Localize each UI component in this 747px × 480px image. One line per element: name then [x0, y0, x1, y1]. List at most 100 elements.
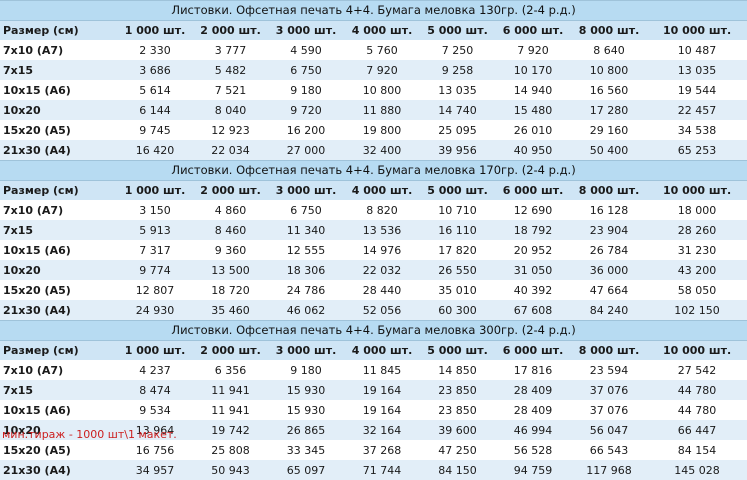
- price-cell: 15 930: [268, 380, 344, 400]
- table-row: 10x15 (А6) 7 317 9 360 12 555 14 976 17 820 20…: [0, 240, 747, 260]
- price-cell: 15 480: [495, 100, 571, 120]
- price-cell: 5 913: [117, 220, 193, 240]
- price-cell: 47 250: [420, 440, 495, 460]
- price-cell: 28 409: [495, 380, 571, 400]
- price-cell: 17 280: [571, 100, 647, 120]
- size-column-header: Размер (см): [0, 20, 117, 40]
- price-cell: 40 950: [495, 140, 571, 161]
- price-cell: 28 440: [344, 280, 420, 300]
- price-cell: 44 780: [647, 380, 747, 400]
- price-cell: 27 000: [268, 140, 344, 161]
- table-row: 10x20 13 964 19 742 26 865 32 164 39 600 46 99…: [0, 420, 747, 440]
- quantity-column-header: 5 000 шт.: [420, 180, 495, 200]
- quantity-column-header: 10 000 шт.: [647, 340, 747, 360]
- price-cell: 84 150: [420, 460, 495, 480]
- price-cell: 18 000: [647, 200, 747, 220]
- price-cell: 29 160: [571, 120, 647, 140]
- price-cell: 4 860: [193, 200, 268, 220]
- price-cell: 18 306: [268, 260, 344, 280]
- size-cell: 7x10 (А7): [0, 200, 117, 220]
- quantity-column-header: 2 000 шт.: [193, 20, 268, 40]
- price-cell: 34 538: [647, 120, 747, 140]
- quantity-column-header: 4 000 шт.: [344, 180, 420, 200]
- price-cell: 6 750: [268, 200, 344, 220]
- price-cell: 12 807: [117, 280, 193, 300]
- price-cell: 44 780: [647, 400, 747, 420]
- price-cell: 13 500: [193, 260, 268, 280]
- section-title-row: Листовки. Офсетная печать 4+4. Бумага ме…: [0, 320, 747, 341]
- price-cell: 9 774: [117, 260, 193, 280]
- quantity-column-header: 5 000 шт.: [420, 340, 495, 360]
- section-title: Листовки. Офсетная печать 4+4. Бумага ме…: [0, 320, 747, 341]
- table-row: 10x20 6 144 8 040 9 720 11 880 14 740 15 480 17…: [0, 100, 747, 120]
- price-cell: 6 356: [193, 360, 268, 380]
- size-cell: 21x30 (А4): [0, 460, 117, 480]
- price-cell: 145 028: [647, 460, 747, 480]
- quantity-column-header: 8 000 шт.: [571, 20, 647, 40]
- price-cell: 7 521: [193, 80, 268, 100]
- price-cell: 35 460: [193, 300, 268, 321]
- table-row: 7x15 3 686 5 482 6 750 7 920 9 258 10 170 10 80…: [0, 60, 747, 80]
- price-cell: 24 930: [117, 300, 193, 321]
- price-cell: 16 128: [571, 200, 647, 220]
- price-cell: 19 164: [344, 400, 420, 420]
- price-cell: 46 994: [495, 420, 571, 440]
- price-cell: 71 744: [344, 460, 420, 480]
- price-cell: 26 784: [571, 240, 647, 260]
- price-cell: 19 800: [344, 120, 420, 140]
- price-cell: 15 930: [268, 400, 344, 420]
- price-cell: 9 258: [420, 60, 495, 80]
- quantity-column-header: 10 000 шт.: [647, 20, 747, 40]
- quantity-column-header: 4 000 шт.: [344, 20, 420, 40]
- price-cell: 84 240: [571, 300, 647, 321]
- price-cell: 12 923: [193, 120, 268, 140]
- price-cell: 16 560: [571, 80, 647, 100]
- price-cell: 13 035: [647, 60, 747, 80]
- quantity-column-header: 1 000 шт.: [117, 20, 193, 40]
- quantity-column-header: 6 000 шт.: [495, 20, 571, 40]
- quantity-column-header: 1 000 шт.: [117, 340, 193, 360]
- price-cell: 11 941: [193, 400, 268, 420]
- price-cell: 23 850: [420, 400, 495, 420]
- table-row: 15x20 (А5) 16 756 25 808 33 345 37 268 47 250…: [0, 440, 747, 460]
- size-cell: 7x10 (А7): [0, 360, 117, 380]
- price-cell: 8 040: [193, 100, 268, 120]
- price-cell: 10 800: [344, 80, 420, 100]
- price-cell: 36 000: [571, 260, 647, 280]
- price-cell: 14 976: [344, 240, 420, 260]
- price-cell: 7 920: [344, 60, 420, 80]
- table-row: 7x10 (А7) 3 150 4 860 6 750 8 820 10 710 12 69…: [0, 200, 747, 220]
- price-cell: 10 800: [571, 60, 647, 80]
- price-cell: 37 076: [571, 380, 647, 400]
- price-cell: 4 237: [117, 360, 193, 380]
- price-cell: 23 904: [571, 220, 647, 240]
- price-cell: 27 542: [647, 360, 747, 380]
- price-cell: 28 409: [495, 400, 571, 420]
- price-cell: 50 400: [571, 140, 647, 161]
- size-cell: 7x15: [0, 220, 117, 240]
- price-cell: 7 317: [117, 240, 193, 260]
- price-cell: 10 710: [420, 200, 495, 220]
- price-cell: 4 590: [268, 40, 344, 60]
- min-order-note: мин.тираж - 1000 шт\1 макет.: [2, 428, 177, 441]
- table-row: 10x15 (А6) 9 534 11 941 15 930 19 164 23 850 2…: [0, 400, 747, 420]
- quantity-column-header: 10 000 шт.: [647, 180, 747, 200]
- price-cell: 9 720: [268, 100, 344, 120]
- price-cell: 18 720: [193, 280, 268, 300]
- quantity-column-header: 2 000 шт.: [193, 340, 268, 360]
- price-cell: 58 050: [647, 280, 747, 300]
- price-cell: 22 457: [647, 100, 747, 120]
- price-cell: 8 640: [571, 40, 647, 60]
- price-cell: 19 742: [193, 420, 268, 440]
- table-row: 7x15 5 913 8 460 11 340 13 536 16 110 18 792 23…: [0, 220, 747, 240]
- price-cell: 20 952: [495, 240, 571, 260]
- price-cell: 10 487: [647, 40, 747, 60]
- price-cell: 5 760: [344, 40, 420, 60]
- price-cell: 65 097: [268, 460, 344, 480]
- price-cell: 47 664: [571, 280, 647, 300]
- price-cell: 25 095: [420, 120, 495, 140]
- price-cell: 23 850: [420, 380, 495, 400]
- section-title: Листовки. Офсетная печать 4+4. Бумага ме…: [0, 160, 747, 181]
- quantity-column-header: 4 000 шт.: [344, 340, 420, 360]
